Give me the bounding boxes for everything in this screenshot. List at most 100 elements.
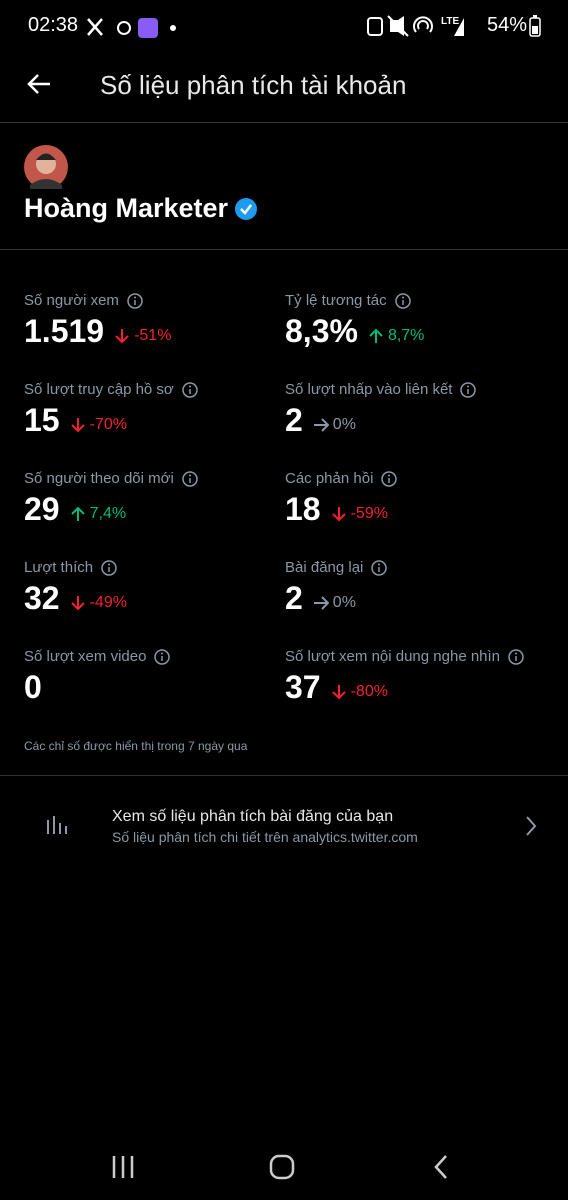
metric-label: Số lượt xem video bbox=[24, 648, 147, 665]
metric-value: 1.519 bbox=[24, 313, 105, 349]
footnote: Các chỉ số được hiển thị trong 7 ngày qu… bbox=[24, 739, 248, 753]
metric-change-text: 7,4% bbox=[89, 504, 127, 522]
metric-label-row: Số lượt xem video bbox=[24, 648, 171, 665]
metric-label: Tỷ lệ tương tác bbox=[285, 292, 387, 309]
metric: Tỷ lệ tương tác 8,3% 8,7% bbox=[285, 292, 424, 350]
metric-value-row: 29 7,4% bbox=[24, 491, 198, 528]
info-icon bbox=[101, 559, 117, 576]
metric-value-row: 18 -59% bbox=[285, 491, 397, 528]
divider bbox=[0, 122, 568, 123]
metric-change: -80% bbox=[331, 683, 388, 701]
metric-change: 8,7% bbox=[368, 327, 424, 345]
metric-label: Bài đăng lại bbox=[285, 559, 364, 576]
metric-label: Số lượt xem nội dung nghe nhìn bbox=[285, 648, 501, 665]
metric-value-row: 32 -49% bbox=[24, 580, 127, 617]
metric-value: 8,3% bbox=[285, 313, 358, 349]
page-title: Số liệu phân tích tài khoản bbox=[100, 70, 407, 100]
metric-change-text: -49% bbox=[89, 593, 127, 611]
metric-change: 7,4% bbox=[70, 505, 126, 523]
metric-value: 0 bbox=[24, 669, 42, 705]
status-time: 02:38 bbox=[28, 14, 79, 36]
metric: Các phản hồi 18 -59% bbox=[285, 470, 398, 528]
metric-label: Số lượt nhấp vào liên kết bbox=[285, 381, 453, 398]
metric-label: Số người theo dõi mới bbox=[24, 470, 174, 487]
metric: Số lượt truy cập hồ sơ 15 -70% bbox=[24, 381, 198, 439]
metric-change-text: -59% bbox=[350, 504, 388, 522]
info-icon bbox=[371, 559, 388, 576]
metric: Số người theo dõi mới 29 7,4% bbox=[24, 470, 198, 528]
metric-value: 37 bbox=[285, 669, 321, 705]
trend-arrow bbox=[331, 684, 346, 699]
metric-change: -70% bbox=[70, 416, 127, 434]
metric-value-row: 15 -70% bbox=[24, 402, 198, 439]
metric-value: 2 bbox=[285, 580, 303, 616]
home-button[interactable] bbox=[269, 1154, 295, 1180]
nav-bar bbox=[112, 1154, 447, 1180]
metric: Số người xem 1.519 -51% bbox=[24, 292, 171, 350]
post-analytics-link[interactable]: Xem số liệu phân tích bài đăng của bạn S… bbox=[0, 790, 568, 862]
metric-label-row: Bài đăng lại bbox=[285, 559, 388, 576]
info-icon bbox=[508, 648, 524, 665]
metric-value-row: 37 -80% bbox=[285, 669, 524, 706]
info-icon bbox=[182, 470, 198, 487]
metric-value-row: 8,3% 8,7% bbox=[285, 313, 424, 350]
status-icons-right bbox=[367, 15, 464, 37]
metric-value: 2 bbox=[285, 402, 303, 438]
metric-change: -49% bbox=[70, 594, 127, 612]
metric: Lượt thích 32 -49% bbox=[24, 559, 127, 617]
metric-change-text: 0% bbox=[332, 415, 356, 433]
trend-arrow bbox=[115, 328, 129, 343]
metric-change-text: -70% bbox=[89, 415, 127, 433]
metric-value-row: 1.519 -51% bbox=[24, 313, 171, 350]
trend-arrow bbox=[70, 506, 85, 521]
metric: Số lượt xem video 0 bbox=[24, 648, 171, 706]
trend-arrow bbox=[70, 595, 85, 610]
metric-label-row: Số người xem bbox=[24, 292, 171, 309]
trend-arrow bbox=[369, 328, 383, 343]
metric-label: Số lượt truy cập hồ sơ bbox=[24, 381, 174, 398]
metric-value-row: 0 bbox=[24, 669, 170, 706]
metric-change: -59% bbox=[331, 505, 388, 523]
link-title: Xem số liệu phân tích bài đăng của bạn bbox=[112, 808, 394, 825]
metric-label-row: Số người theo dõi mới bbox=[24, 470, 198, 487]
info-icon bbox=[460, 381, 477, 398]
avatar[interactable] bbox=[24, 145, 68, 189]
metric-change-text: 0% bbox=[332, 593, 356, 611]
metric-label-row: Các phản hồi bbox=[285, 470, 398, 487]
verified-badge bbox=[235, 197, 258, 220]
profile-name: Hoàng Marketer bbox=[24, 193, 229, 223]
battery-icon bbox=[529, 15, 541, 37]
divider bbox=[0, 775, 568, 776]
status-network: LTE bbox=[441, 16, 460, 27]
metric-value: 18 bbox=[285, 491, 321, 527]
profile-name-row: Hoàng Marketer bbox=[24, 193, 258, 224]
info-icon bbox=[154, 648, 171, 665]
metric: Số lượt nhấp vào liên kết 2 0% bbox=[285, 381, 477, 439]
recent-apps-button[interactable] bbox=[112, 1156, 134, 1178]
metric-value-row: 2 0% bbox=[285, 580, 387, 617]
info-icon bbox=[394, 292, 411, 309]
trend-arrow bbox=[331, 506, 346, 521]
metric-value: 32 bbox=[24, 580, 60, 616]
metric-value: 29 bbox=[24, 491, 60, 527]
divider bbox=[0, 249, 568, 250]
nav-back-button[interactable] bbox=[434, 1155, 447, 1179]
info-icon bbox=[381, 470, 398, 487]
status-battery: 54% bbox=[487, 14, 528, 36]
metric: Bài đăng lại 2 0% bbox=[285, 559, 388, 617]
metric-label: Số người xem bbox=[24, 292, 119, 309]
metric-change-text: 8,7% bbox=[387, 326, 425, 344]
metric-change-text: -80% bbox=[350, 682, 388, 700]
chart-icon bbox=[47, 816, 67, 834]
trend-arrow bbox=[70, 417, 85, 432]
chevron bbox=[526, 816, 537, 836]
back-button[interactable] bbox=[26, 72, 52, 96]
metric-change: -51% bbox=[114, 327, 171, 345]
metric: Số lượt xem nội dung nghe nhìn 37 -80% bbox=[285, 648, 524, 706]
metric-change-text: -51% bbox=[134, 326, 172, 344]
trend-arrow bbox=[313, 417, 329, 432]
info-icon bbox=[182, 381, 198, 398]
link-subtitle: Số liệu phân tích chi tiết trên analytic… bbox=[112, 829, 418, 845]
metric-label-row: Số lượt xem nội dung nghe nhìn bbox=[285, 648, 524, 665]
